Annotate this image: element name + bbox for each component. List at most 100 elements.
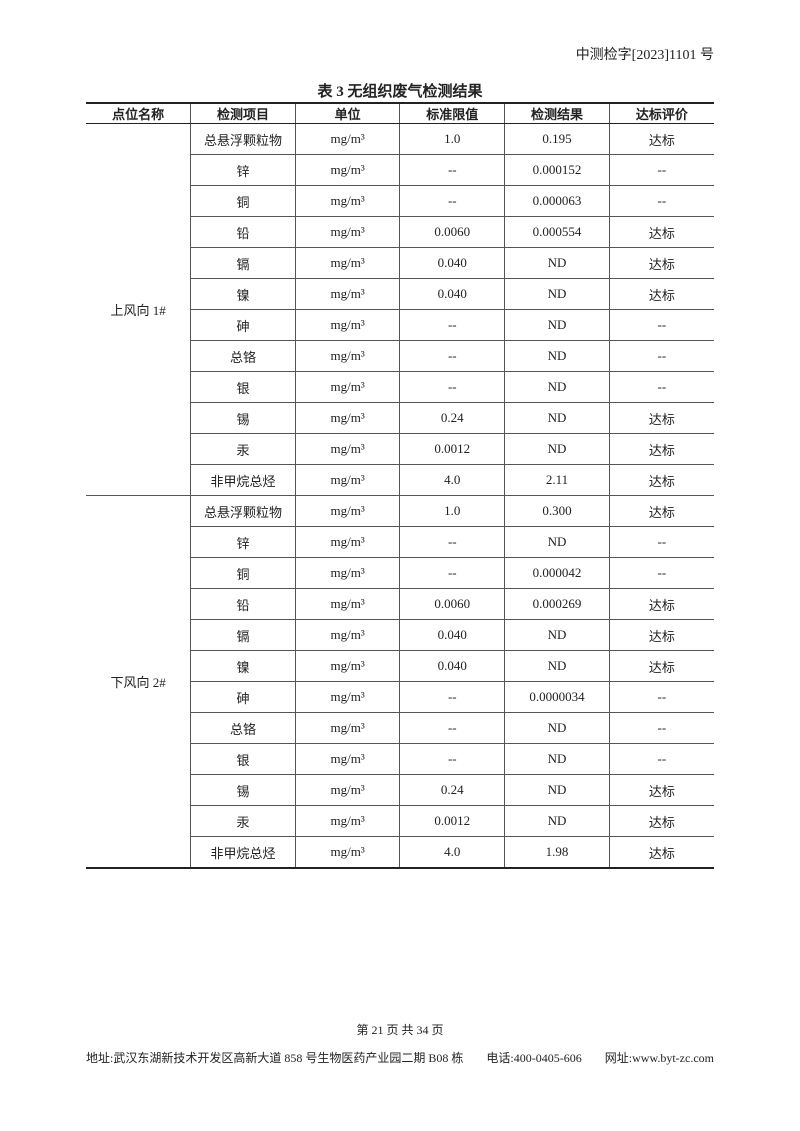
- table-row: 上风向 1# 总悬浮颗粒物 mg/m³ 1.0 0.195 达标: [86, 123, 714, 496]
- limit: 1.0: [399, 123, 506, 155]
- table-row: 镉 mg/m³ 0.040 ND 达标: [86, 247, 714, 279]
- item: 锌: [190, 154, 296, 186]
- result: ND: [504, 805, 610, 837]
- evaluation: 达标: [608, 402, 714, 434]
- result: ND: [504, 743, 610, 775]
- unit: mg/m³: [294, 247, 401, 279]
- item: 总悬浮颗粒物: [190, 123, 296, 155]
- unit: mg/m³: [294, 681, 401, 713]
- item: 锡: [190, 774, 296, 806]
- table-row: 锡 mg/m³ 0.24 ND 达标: [86, 774, 714, 806]
- result: ND: [504, 712, 610, 744]
- unit: mg/m³: [294, 154, 401, 186]
- item: 铅: [190, 588, 296, 620]
- evaluation: 达标: [608, 278, 714, 310]
- limit: 1.0: [399, 495, 506, 527]
- column-header: 检测项目: [190, 102, 296, 124]
- item: 镍: [190, 650, 296, 682]
- limit: --: [399, 526, 506, 558]
- limit: --: [399, 712, 506, 744]
- limit: 0.040: [399, 247, 506, 279]
- unit: mg/m³: [294, 619, 401, 651]
- evaluation: --: [608, 526, 714, 558]
- result: ND: [504, 774, 610, 806]
- limit: 0.24: [399, 402, 506, 434]
- table-row: 锡 mg/m³ 0.24 ND 达标: [86, 402, 714, 434]
- table-row: 铅 mg/m³ 0.0060 0.000554 达标: [86, 216, 714, 248]
- unit: mg/m³: [294, 433, 401, 465]
- table-row: 砷 mg/m³ -- ND --: [86, 309, 714, 341]
- unit: mg/m³: [294, 557, 401, 589]
- address: 地址:武汉东湖新技术开发区高新大道 858 号生物医药产业园二期 B08 栋: [86, 1051, 464, 1065]
- result: ND: [504, 371, 610, 403]
- result: ND: [504, 278, 610, 310]
- evaluation: --: [608, 743, 714, 775]
- item: 铜: [190, 557, 296, 589]
- result: ND: [504, 309, 610, 341]
- result: 0.000152: [504, 154, 610, 186]
- item: 镍: [190, 278, 296, 310]
- result: 0.0000034: [504, 681, 610, 713]
- limit: --: [399, 185, 506, 217]
- result: 0.195: [504, 123, 610, 155]
- item: 总铬: [190, 340, 296, 372]
- unit: mg/m³: [294, 743, 401, 775]
- unit: mg/m³: [294, 123, 401, 155]
- limit: 0.0012: [399, 433, 506, 465]
- result: ND: [504, 526, 610, 558]
- item: 砷: [190, 309, 296, 341]
- unit: mg/m³: [294, 836, 401, 869]
- table-row: 铜 mg/m³ -- 0.000063 --: [86, 185, 714, 217]
- limit: 0.040: [399, 278, 506, 310]
- table-row: 镉 mg/m³ 0.040 ND 达标: [86, 619, 714, 651]
- result: 0.000554: [504, 216, 610, 248]
- limit: --: [399, 154, 506, 186]
- unit: mg/m³: [294, 371, 401, 403]
- unit: mg/m³: [294, 464, 401, 496]
- evaluation: 达标: [608, 123, 714, 155]
- evaluation: --: [608, 557, 714, 589]
- item: 锌: [190, 526, 296, 558]
- item: 汞: [190, 433, 296, 465]
- results-table: 点位名称 检测项目 单位 标准限值 检测结果 达标评价 上风向 1# 总悬浮颗粒物 mg/m³ 1…: [86, 102, 714, 869]
- unit: mg/m³: [294, 526, 401, 558]
- limit: 0.040: [399, 650, 506, 682]
- page-number: 第 21 页 共 34 页: [356, 1023, 444, 1037]
- table-title: 表 3 无组织废气检测结果: [317, 84, 483, 100]
- unit: mg/m³: [294, 340, 401, 372]
- report-number: 中测检字[2023]1101 号: [575, 48, 714, 63]
- evaluation: --: [608, 185, 714, 217]
- result: ND: [504, 619, 610, 651]
- item: 锡: [190, 402, 296, 434]
- result: ND: [504, 402, 610, 434]
- unit: mg/m³: [294, 495, 401, 527]
- item: 总铬: [190, 712, 296, 744]
- limit: --: [399, 340, 506, 372]
- limit: --: [399, 309, 506, 341]
- table-row: 汞 mg/m³ 0.0012 ND 达标: [86, 805, 714, 837]
- unit: mg/m³: [294, 805, 401, 837]
- unit: mg/m³: [294, 278, 401, 310]
- table-row: 非甲烷总烃 mg/m³ 4.0 1.98 达标: [86, 836, 714, 869]
- evaluation: --: [608, 712, 714, 744]
- limit: --: [399, 681, 506, 713]
- limit: 4.0: [399, 836, 506, 869]
- unit: mg/m³: [294, 402, 401, 434]
- item: 银: [190, 371, 296, 403]
- limit: --: [399, 371, 506, 403]
- limit: 4.0: [399, 464, 506, 496]
- item: 铅: [190, 216, 296, 248]
- result: 0.300: [504, 495, 610, 527]
- unit: mg/m³: [294, 588, 401, 620]
- result: ND: [504, 340, 610, 372]
- evaluation: 达标: [608, 805, 714, 837]
- unit: mg/m³: [294, 309, 401, 341]
- unit: mg/m³: [294, 774, 401, 806]
- table-row: 下风向 2# 总悬浮颗粒物 mg/m³ 1.0 0.300 达标: [86, 495, 714, 869]
- evaluation: 达标: [608, 216, 714, 248]
- limit: --: [399, 743, 506, 775]
- table-row: 锌 mg/m³ -- 0.000152 --: [86, 154, 714, 186]
- column-header: 点位名称: [86, 102, 192, 124]
- unit: mg/m³: [294, 650, 401, 682]
